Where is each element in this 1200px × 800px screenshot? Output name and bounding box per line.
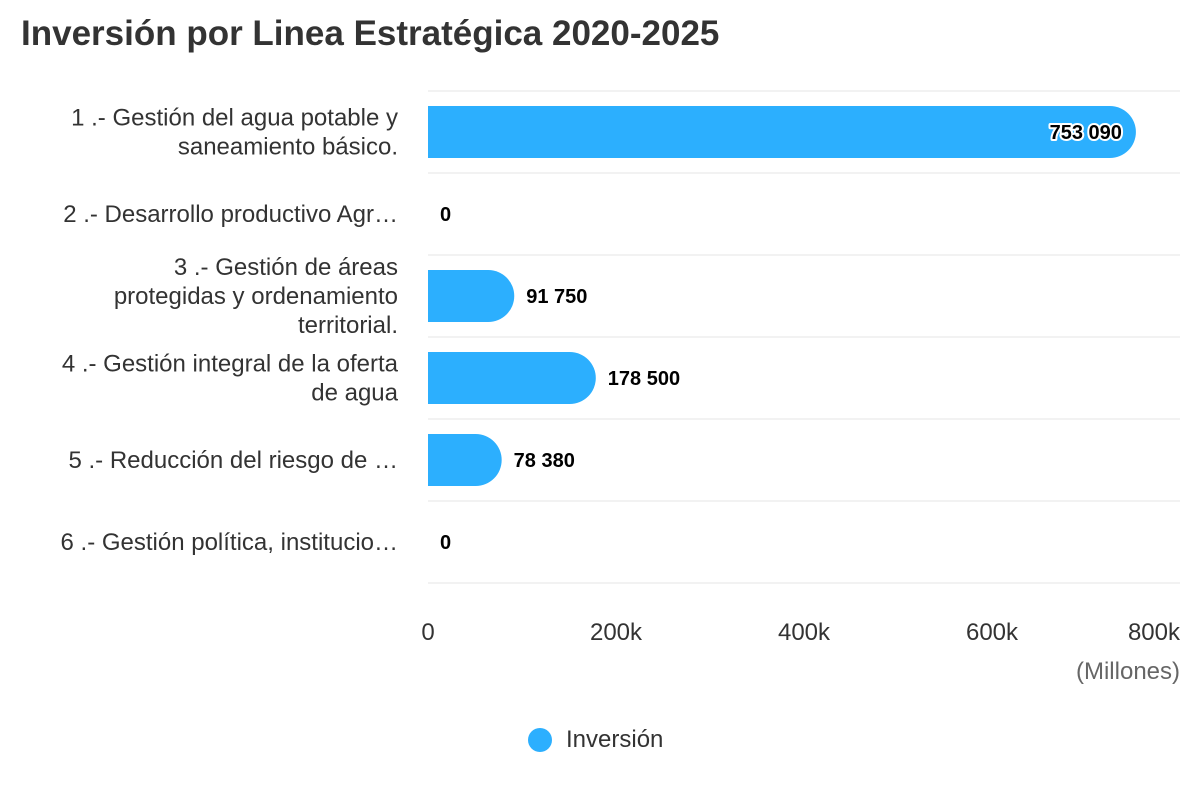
legend-item-inversion[interactable]: Inversión — [528, 726, 663, 754]
x-axis: 0 200k 400k 600k 800k (Millones) — [421, 619, 1181, 685]
bar[interactable] — [428, 106, 1136, 158]
x-tick-label: 0 — [421, 619, 434, 646]
x-tick-label: 800k — [1128, 619, 1181, 646]
bar[interactable] — [428, 434, 502, 486]
data-label: 78 380 — [514, 450, 575, 472]
bar[interactable] — [428, 352, 596, 404]
data-label: 178 500 — [608, 368, 680, 390]
data-label: 0 — [440, 532, 451, 554]
legend-swatch-icon — [528, 728, 552, 752]
data-labels: 753 090 0 91 750 178 500 78 380 0 — [440, 120, 1124, 554]
data-label: 91 750 — [526, 286, 587, 308]
bars — [428, 106, 1136, 486]
data-label: 753 090 — [1050, 122, 1122, 144]
category-label: 1 .- Gestión del agua potable y saneamien… — [71, 105, 398, 161]
legend-label: Inversión — [566, 726, 664, 753]
data-label: 0 — [440, 204, 451, 226]
category-label: 5 .- Reducción del riesgo de … — [68, 447, 398, 474]
x-tick-label: 600k — [966, 619, 1019, 646]
x-tick-label: 200k — [590, 619, 643, 646]
x-tick-label: 400k — [778, 619, 831, 646]
category-label: 2 .- Desarrollo productivo Agr… — [63, 201, 398, 228]
category-label: 4 .- Gestión integral de la oferta de agu… — [62, 351, 399, 407]
bar[interactable] — [428, 270, 515, 322]
category-label: 6 .- Gestión política, institucio… — [61, 529, 398, 556]
chart-title: Inversión por Linea Estratégica 2020-202… — [21, 14, 720, 53]
x-axis-unit-label: (Millones) — [1076, 658, 1180, 685]
category-labels: 1 .- Gestión del agua potable y saneamien… — [61, 105, 399, 557]
category-label: 3 .- Gestión de áreas protegidas y ordena… — [114, 254, 398, 339]
gridlines — [428, 90, 1180, 584]
